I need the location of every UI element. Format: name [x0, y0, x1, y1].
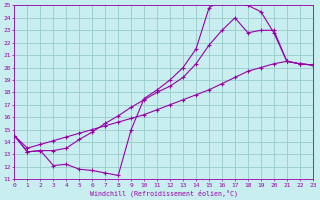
X-axis label: Windchill (Refroidissement éolien,°C): Windchill (Refroidissement éolien,°C)	[90, 189, 238, 197]
